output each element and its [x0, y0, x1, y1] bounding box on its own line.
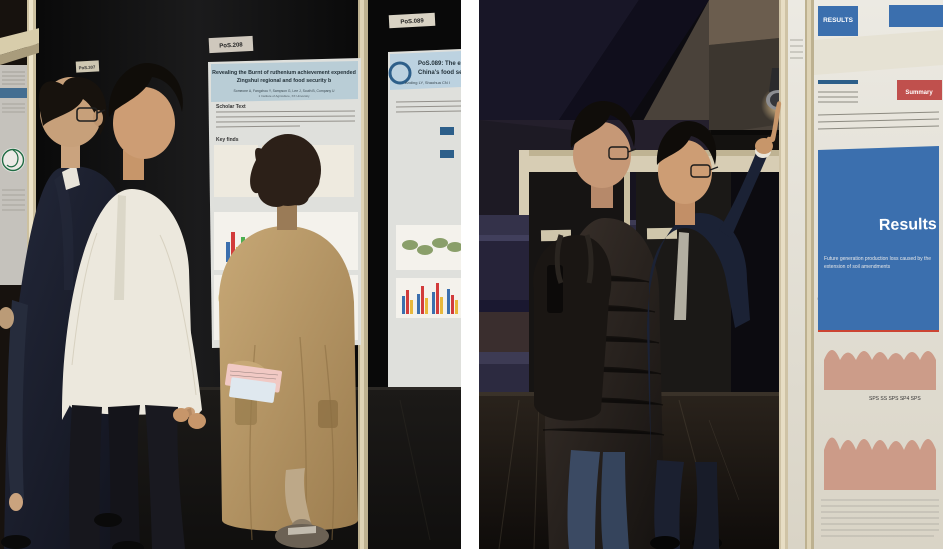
svg-text:Summary: Summary — [905, 90, 933, 96]
svg-text:RESULTS: RESULTS — [823, 17, 854, 24]
svg-text:Results: Results — [879, 216, 937, 234]
svg-text:PoS.307: PoS.307 — [79, 65, 97, 71]
svg-text:Anding LY, Shaohua CN I: Anding LY, Shaohua CN I — [405, 80, 450, 85]
svg-text:Zingshui regional and food sec: Zingshui regional and food security b — [237, 78, 332, 84]
svg-text:SPS SS SPS SP4 SPS: SPS SS SPS SP4 SPS — [869, 396, 921, 402]
svg-text:1 Institute of Agriculture, XX: 1 Institute of Agriculture, XX Universit… — [258, 94, 310, 98]
svg-text:PoS.089: PoS.089 — [400, 18, 424, 25]
svg-text:extension of soil amendments: extension of soil amendments — [824, 264, 891, 270]
svg-text:Key finds: Key finds — [216, 137, 239, 143]
svg-text:Revealing the Burnt of rutheni: Revealing the Burnt of ruthenium achieve… — [212, 70, 356, 76]
svg-text:Scholar Text: Scholar Text — [216, 104, 246, 110]
svg-text:Future generation production l: Future generation production loss caused… — [824, 256, 931, 262]
svg-text:PoS.208: PoS.208 — [219, 42, 243, 49]
svg-text:Someone A, Fangzhou Y, Sampson: Someone A, Fangzhou Y, Sampson G, Lee J,… — [234, 89, 335, 93]
svg-text:PoS.089: The expensiv: PoS.089: The expensiv — [418, 61, 461, 67]
svg-text:China's food security s: China's food security s — [418, 70, 461, 76]
